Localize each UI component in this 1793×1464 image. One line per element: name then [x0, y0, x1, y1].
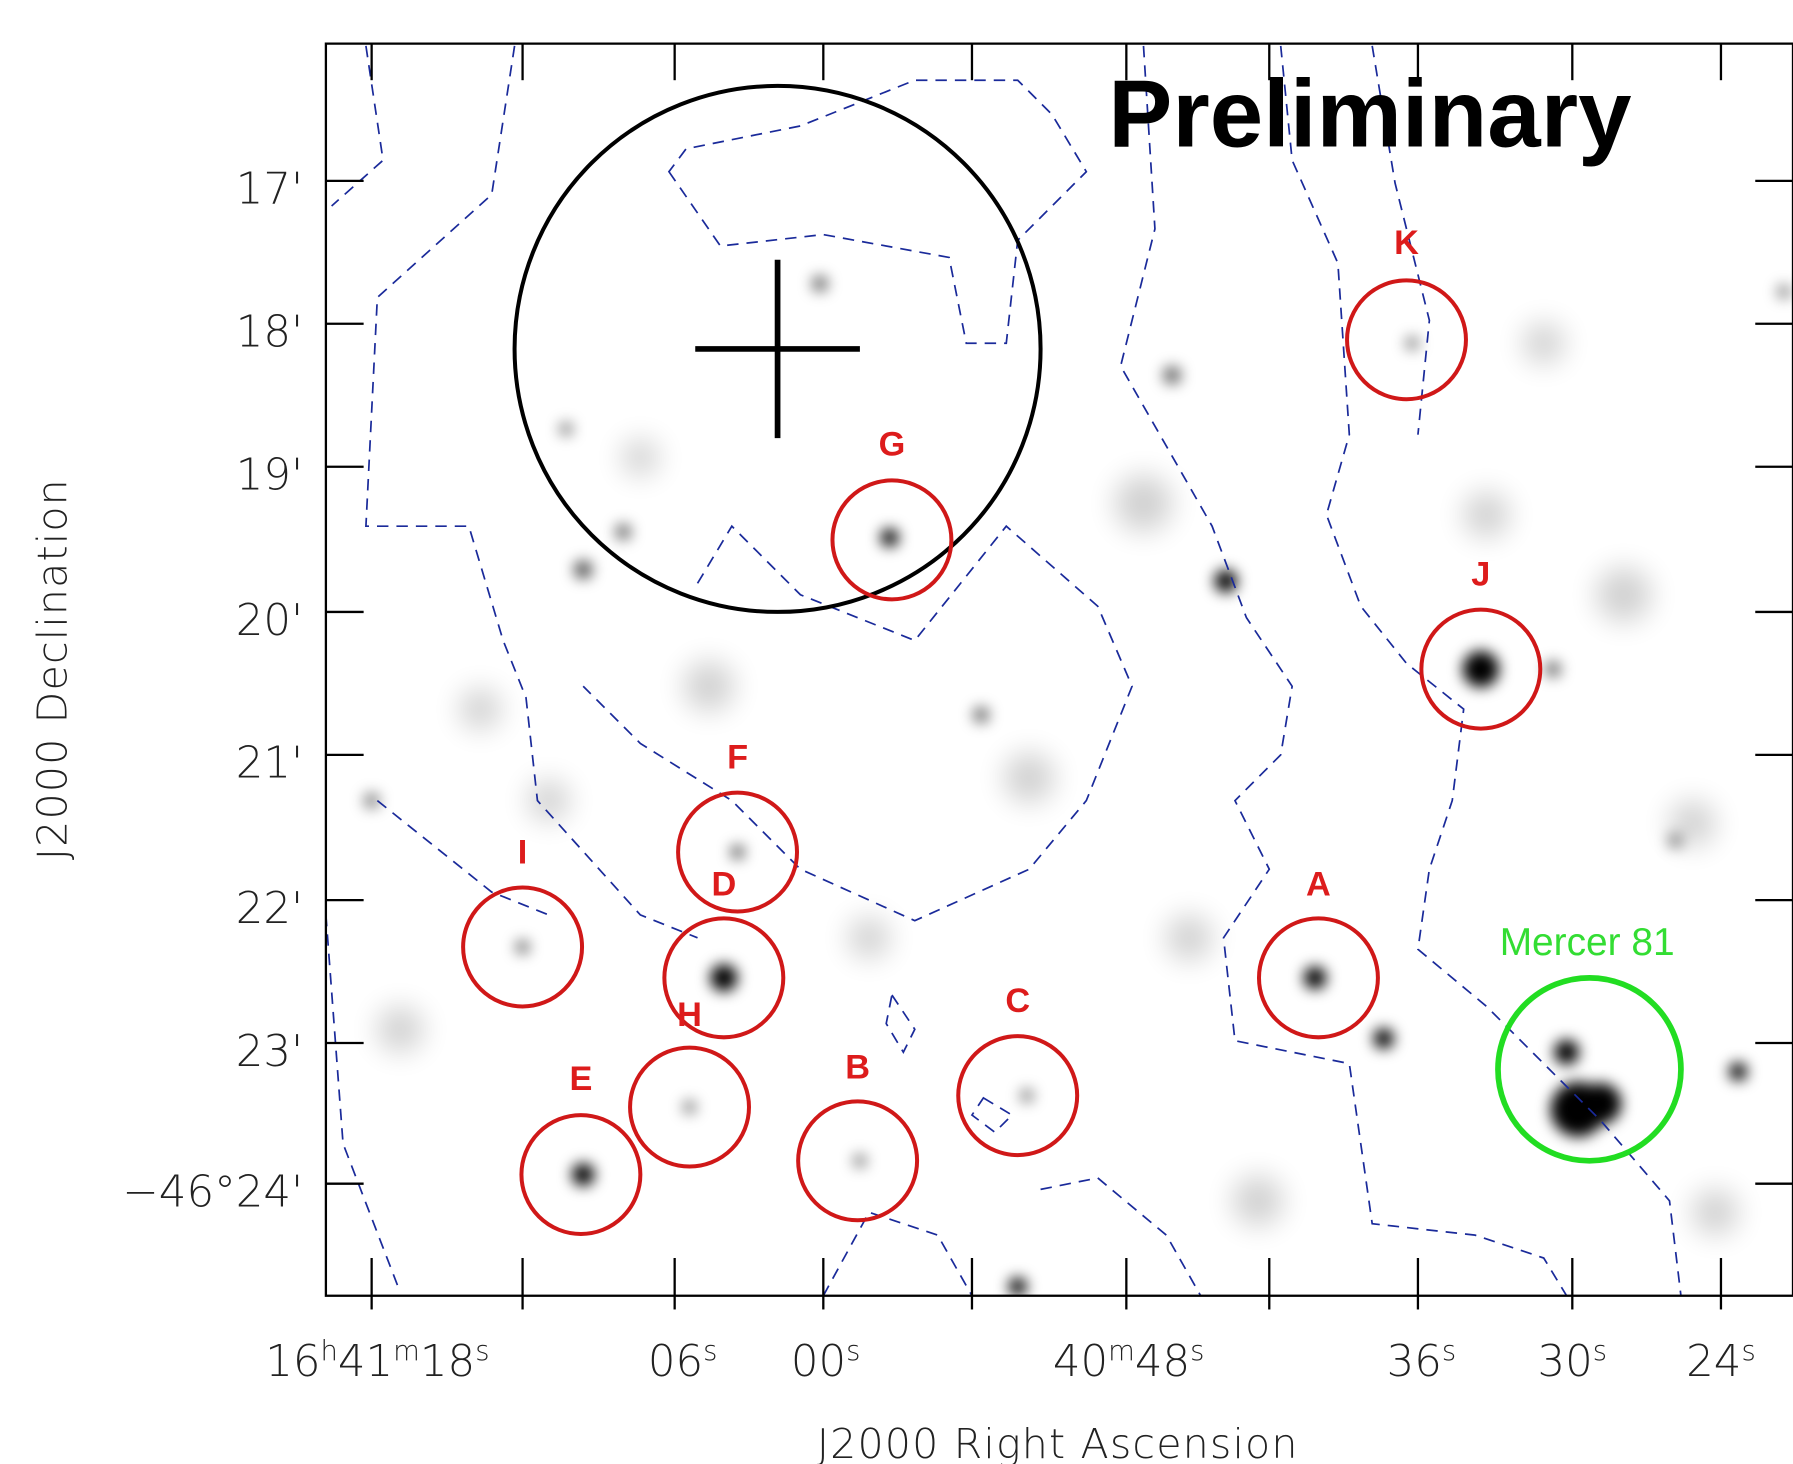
y-tick-label: 21': [236, 739, 303, 789]
x-tick-label: 16h41m18s: [265, 1336, 489, 1387]
x-tick-label: 36s: [1387, 1336, 1457, 1387]
source-label: G: [879, 425, 906, 463]
x-tick-label: 00s: [791, 1336, 861, 1387]
unit-superscript: h: [321, 1336, 338, 1367]
y-tick-label: −46°24': [122, 1168, 303, 1218]
tick-number: 24: [1686, 1337, 1741, 1387]
tick-number: 36: [1387, 1337, 1442, 1387]
source-label: H: [677, 996, 702, 1034]
source-label: K: [1394, 224, 1419, 262]
y-tick-label: 23': [236, 1027, 303, 1077]
source-label: A: [1306, 866, 1331, 904]
y-tick-label: 17': [236, 165, 303, 215]
unit-superscript: m: [393, 1336, 420, 1367]
y-tick-label: 18': [236, 308, 303, 358]
tick-number: 40: [1053, 1337, 1108, 1387]
tick-number: 48: [1135, 1337, 1190, 1387]
tick-number: 06: [648, 1337, 703, 1387]
unit-superscript: s: [1741, 1336, 1755, 1367]
x-tick-label: 24s: [1686, 1336, 1756, 1387]
tick-number: 41: [338, 1337, 393, 1387]
source-label: D: [711, 866, 736, 904]
y-tick-label: 20': [236, 596, 303, 646]
unit-superscript: m: [1108, 1336, 1135, 1367]
y-tick-label: 19': [236, 451, 303, 501]
unit-superscript: s: [1442, 1336, 1456, 1367]
y-axis-label: J2000 Declination: [28, 478, 76, 860]
tick-number: 18: [420, 1337, 475, 1387]
unit-superscript: s: [703, 1336, 717, 1367]
unit-superscript: s: [1593, 1336, 1607, 1367]
x-tick-label: 30s: [1538, 1336, 1608, 1387]
source-label: B: [845, 1048, 870, 1086]
page: Preliminary Mercer 81 J2000 Right Ascens…: [0, 0, 1793, 1464]
x-tick-label: 40m48s: [1053, 1336, 1205, 1387]
x-tick-label: 06s: [648, 1336, 718, 1387]
tick-number: 30: [1538, 1337, 1593, 1387]
tick-number: 16: [265, 1337, 320, 1387]
y-tick-label: 22': [236, 884, 303, 934]
unit-superscript: s: [1190, 1336, 1204, 1367]
x-axis-label: J2000 Right Ascension: [817, 1420, 1299, 1464]
unit-superscript: s: [475, 1336, 489, 1367]
tick-number: 00: [791, 1337, 846, 1387]
source-label: J: [1471, 556, 1490, 594]
source-label: I: [518, 834, 528, 872]
unit-superscript: s: [846, 1336, 860, 1367]
cluster-label: Mercer 81: [1500, 921, 1675, 964]
source-label: F: [727, 739, 748, 777]
source-label: E: [569, 1060, 592, 1098]
preliminary-label: Preliminary: [1108, 61, 1631, 168]
figure: Preliminary Mercer 81 J2000 Right Ascens…: [0, 0, 1793, 1464]
source-label: C: [1005, 982, 1030, 1020]
sky-image: [326, 44, 1793, 1296]
